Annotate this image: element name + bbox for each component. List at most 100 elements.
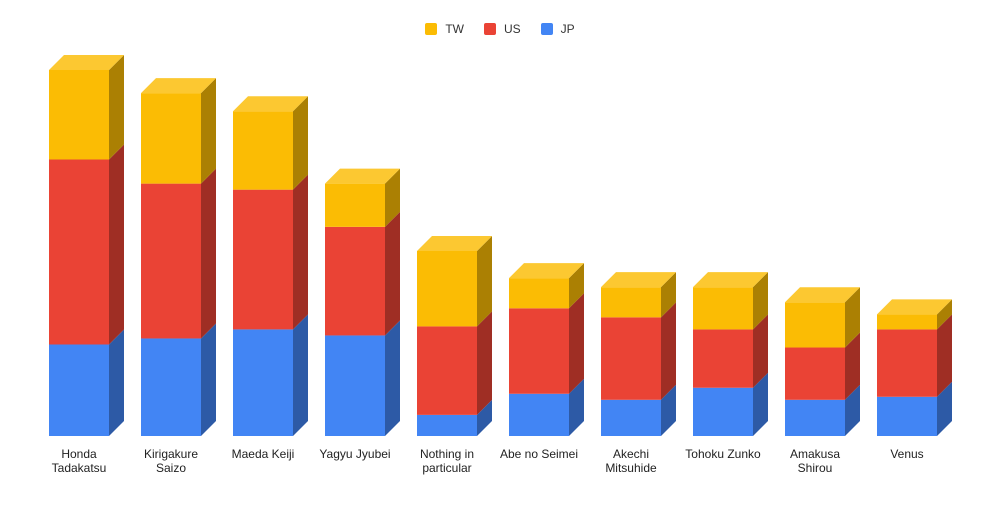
bar-side-nothing-in-particular-tw: [477, 235, 492, 327]
bar-side-honda-tadakatsu-us: [109, 144, 124, 345]
bar-top-venus-tw: [877, 299, 952, 315]
bar-amakusa-shirou-jp: [785, 399, 845, 436]
x-tick-label-nothing-in-particular: Nothing in particular: [420, 447, 474, 475]
bar-side-abe-no-seimei-us: [569, 293, 584, 394]
bar-group-venus: [877, 299, 952, 436]
legend: TW US JP: [0, 22, 1000, 36]
bar-top-akechi-mitsuhide-tw: [601, 272, 676, 288]
bar-group-kirigakure-saizo: [141, 78, 216, 436]
bar-venus-jp: [877, 396, 937, 436]
bar-group-maeda-keiji: [233, 96, 308, 436]
bar-top-tohoku-zunko-tw: [693, 272, 768, 288]
bar-kirigakure-saizo-us: [141, 183, 201, 339]
bar-side-abe-no-seimei-jp: [569, 378, 584, 436]
bar-side-maeda-keiji-tw: [293, 96, 308, 190]
bar-maeda-keiji-tw: [233, 111, 293, 190]
x-tick-label-tohoku-zunko: Tohoku Zunko: [685, 447, 761, 461]
bar-honda-tadakatsu-tw: [49, 70, 109, 160]
bar-top-kirigakure-saizo-tw: [141, 78, 216, 94]
bar-akechi-mitsuhide-tw: [601, 287, 661, 318]
bar-honda-tadakatsu-jp: [49, 344, 109, 436]
bar-group-abe-no-seimei: [509, 263, 584, 436]
bar-side-venus-jp: [937, 381, 952, 436]
x-tick-label-abe-no-seimei: Abe no Seimei: [500, 447, 578, 461]
bar-side-nothing-in-particular-us: [477, 311, 492, 415]
bar-side-maeda-keiji-us: [293, 174, 308, 330]
legend-swatch-us: [483, 23, 496, 35]
bar-top-honda-tadakatsu-tw: [49, 55, 124, 70]
bar-amakusa-shirou-tw: [785, 302, 845, 348]
x-tick-label-kirigakure-saizo: Kirigakure Saizo: [144, 447, 198, 475]
bar-yagyu-jyubei-tw: [325, 183, 385, 227]
bar-nothing-in-particular-us: [417, 326, 477, 415]
bar-side-honda-tadakatsu-tw: [109, 55, 124, 160]
bar-top-nothing-in-particular-tw: [417, 235, 492, 251]
bar-side-honda-tadakatsu-jp: [109, 329, 124, 436]
bar-side-amakusa-shirou-us: [845, 332, 860, 400]
bar-side-akechi-mitsuhide-jp: [661, 384, 676, 436]
bar-kirigakure-saizo-tw: [141, 93, 201, 184]
bar-venus-tw: [877, 314, 937, 330]
x-tick-label-maeda-keiji: Maeda Keiji: [232, 447, 295, 461]
bar-side-kirigakure-saizo-jp: [201, 323, 216, 436]
bar-top-maeda-keiji-tw: [233, 96, 308, 112]
bar-nothing-in-particular-jp: [417, 414, 477, 436]
bar-venus-us: [877, 329, 937, 397]
bar-side-maeda-keiji-jp: [293, 314, 308, 436]
bar-group-honda-tadakatsu: [49, 55, 124, 436]
bar-side-venus-tw: [937, 299, 952, 330]
bar-side-akechi-mitsuhide-us: [661, 302, 676, 400]
bar-group-akechi-mitsuhide: [601, 272, 676, 436]
legend-label-jp: JP: [560, 22, 575, 36]
bar-nothing-in-particular-tw: [417, 250, 477, 327]
bar-side-tohoku-zunko-jp: [753, 372, 768, 436]
bar-honda-tadakatsu-us: [49, 159, 109, 345]
legend-item-jp: JP: [540, 22, 575, 36]
bar-side-yagyu-jyubei-jp: [385, 320, 400, 436]
bar-side-kirigakure-saizo-tw: [201, 78, 216, 184]
x-tick-label-honda-tadakatsu: Honda Tadakatsu: [52, 447, 107, 475]
bar-side-amakusa-shirou-jp: [845, 384, 860, 436]
x-tick-label-yagyu-jyubei: Yagyu Jyubei: [319, 447, 390, 461]
x-tick-label-venus: Venus: [890, 447, 923, 461]
bar-group-nothing-in-particular: [417, 235, 492, 436]
bar-maeda-keiji-us: [233, 189, 293, 330]
bar-abe-no-seimei-us: [509, 308, 569, 394]
bar-side-nothing-in-particular-jp: [477, 399, 492, 436]
legend-swatch-jp: [540, 23, 553, 35]
bar-top-amakusa-shirou-tw: [785, 287, 860, 303]
bar-akechi-mitsuhide-jp: [601, 399, 661, 436]
bar-abe-no-seimei-tw: [509, 278, 569, 309]
legend-item-us: US: [483, 22, 521, 36]
bar-amakusa-shirou-us: [785, 347, 845, 400]
legend-label-us: US: [503, 22, 521, 36]
bar-yagyu-jyubei-jp: [325, 335, 385, 436]
legend-label-tw: TW: [445, 22, 464, 36]
bar-tohoku-zunko-jp: [693, 387, 753, 436]
bar-side-tohoku-zunko-tw: [753, 272, 768, 330]
x-tick-label-amakusa-shirou: Amakusa Shirou: [790, 447, 840, 475]
bar-side-yagyu-jyubei-tw: [385, 168, 400, 227]
bar-side-venus-us: [937, 314, 952, 397]
bar-abe-no-seimei-jp: [509, 393, 569, 436]
bar-yagyu-jyubei-us: [325, 226, 385, 336]
legend-item-tw: TW: [425, 22, 464, 36]
bar-top-yagyu-jyubei-tw: [325, 168, 400, 184]
bar-kirigakure-saizo-jp: [141, 338, 201, 436]
bar-tohoku-zunko-tw: [693, 287, 753, 330]
bar-side-amakusa-shirou-tw: [845, 287, 860, 348]
bar-group-tohoku-zunko: [693, 272, 768, 436]
bar-side-yagyu-jyubei-us: [385, 211, 400, 336]
bar-group-yagyu-jyubei: [325, 168, 400, 436]
bar-top-abe-no-seimei-tw: [509, 263, 584, 279]
bar-side-kirigakure-saizo-us: [201, 168, 216, 339]
bar-side-akechi-mitsuhide-tw: [661, 272, 676, 318]
bar-side-tohoku-zunko-us: [753, 314, 768, 388]
bar-akechi-mitsuhide-us: [601, 317, 661, 400]
x-tick-label-akechi-mitsuhide: Akechi Mitsuhide: [605, 447, 657, 475]
legend-swatch-tw: [425, 23, 438, 35]
bar-group-amakusa-shirou: [785, 287, 860, 436]
bar-tohoku-zunko-us: [693, 329, 753, 388]
